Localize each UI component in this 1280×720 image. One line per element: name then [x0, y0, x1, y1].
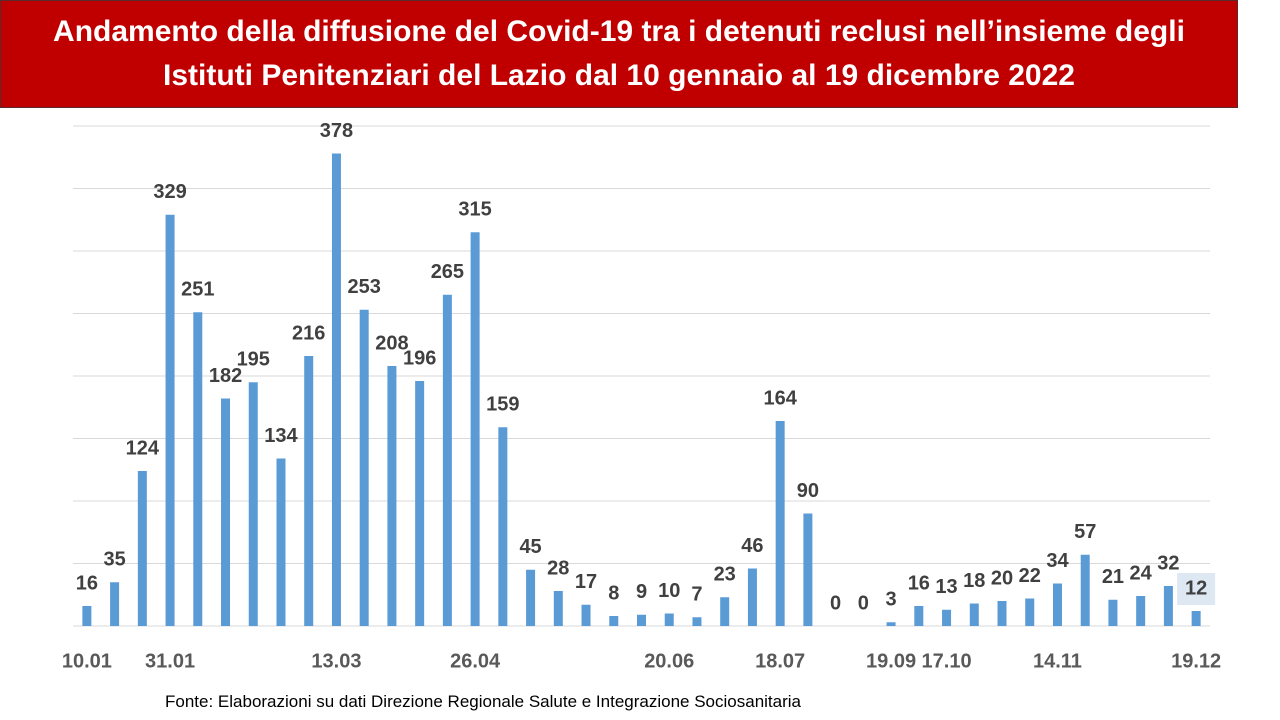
data-label: 216	[292, 322, 325, 344]
x-tick-label: 14.11	[1033, 650, 1082, 672]
data-label: 28	[547, 557, 569, 579]
source-note: Fonte: Elaborazioni su dati Direzione Re…	[165, 692, 801, 711]
x-tick-label: 10.01	[62, 650, 112, 672]
bar	[165, 214, 175, 626]
x-tick-label: 20.06	[644, 650, 694, 672]
bar	[387, 366, 397, 626]
bar	[942, 609, 952, 626]
x-tick-label: 19.09	[866, 650, 916, 672]
data-label: 10	[658, 580, 680, 602]
data-label: 34	[1046, 550, 1069, 572]
label-highlight	[1177, 573, 1216, 605]
bar	[1080, 554, 1090, 626]
bar	[637, 614, 646, 626]
x-tick-label: 17.10	[922, 650, 972, 672]
data-label: 9	[636, 581, 647, 603]
bar	[304, 356, 314, 626]
bar	[359, 309, 369, 626]
bar	[442, 294, 452, 626]
bar	[886, 622, 896, 626]
data-label: 22	[1019, 565, 1041, 587]
x-tick-label: 31.01	[145, 650, 195, 672]
bar	[747, 568, 757, 626]
bar	[331, 153, 341, 626]
x-tick-label: 13.03	[311, 650, 361, 672]
data-label: 18	[963, 570, 985, 592]
data-label: 164	[763, 387, 797, 409]
bar	[692, 617, 702, 626]
data-label: 159	[486, 394, 519, 416]
data-label: 124	[126, 437, 160, 459]
chart-title: Andamento della diffusione del Covid-19 …	[0, 0, 1238, 108]
data-label: 3	[886, 589, 897, 611]
data-label: 16	[76, 572, 98, 594]
data-label: 16	[908, 572, 930, 594]
data-label: 378	[320, 120, 353, 142]
data-label: 45	[519, 536, 541, 558]
data-label: 208	[375, 332, 408, 354]
data-label: 329	[153, 181, 186, 203]
bar	[1136, 596, 1146, 626]
data-label: 13	[935, 576, 957, 598]
bar	[969, 603, 979, 626]
bar	[1108, 599, 1118, 626]
data-label: 21	[1102, 566, 1124, 588]
data-label: 57	[1074, 521, 1096, 543]
bar	[1052, 583, 1062, 626]
data-label: 46	[741, 535, 763, 557]
bar	[193, 312, 203, 626]
bar	[137, 471, 147, 626]
data-label: 24	[1130, 562, 1153, 584]
data-label: 253	[347, 276, 380, 298]
bar	[664, 613, 674, 626]
data-label: 7	[691, 584, 702, 606]
data-label: 315	[458, 199, 491, 221]
bar	[581, 604, 591, 626]
bar	[221, 398, 231, 626]
bar	[1025, 598, 1035, 626]
bar	[609, 616, 619, 626]
data-label: 0	[858, 592, 869, 614]
data-label: 182	[209, 365, 242, 387]
data-label: 90	[797, 480, 819, 502]
data-label: 251	[181, 279, 214, 301]
data-label: 195	[237, 349, 270, 371]
x-tick-label: 26.04	[450, 650, 501, 672]
data-label: 23	[714, 564, 736, 586]
bar	[720, 597, 730, 626]
bar	[553, 591, 563, 626]
x-tick-label: 18.07	[755, 650, 805, 672]
bar	[775, 421, 785, 626]
data-label: 8	[608, 582, 619, 604]
data-label: 134	[264, 425, 298, 447]
x-tick-label: 19.12	[1171, 650, 1221, 672]
bar	[248, 382, 258, 626]
bar	[1191, 611, 1201, 626]
data-label: 32	[1157, 552, 1179, 574]
data-label: 20	[991, 567, 1013, 589]
data-label: 12	[1185, 577, 1207, 599]
bar	[82, 606, 92, 626]
data-label: 265	[431, 261, 464, 283]
data-label: 0	[830, 592, 841, 614]
bar	[997, 601, 1007, 626]
bar	[498, 427, 508, 626]
bar	[470, 232, 480, 626]
bar	[415, 381, 425, 626]
data-label: 35	[103, 549, 125, 571]
bar	[1163, 586, 1173, 626]
bar	[803, 513, 813, 626]
bar	[110, 582, 120, 626]
data-label: 17	[575, 571, 597, 593]
bar	[526, 569, 536, 626]
bar	[914, 606, 924, 626]
data-label: 196	[403, 347, 436, 369]
bar	[276, 458, 286, 626]
